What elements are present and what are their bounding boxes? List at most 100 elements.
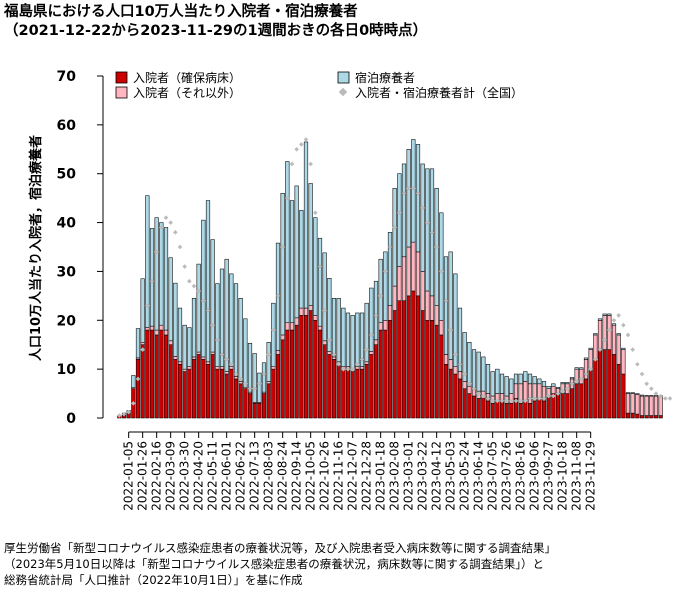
bar-shukuhaku (415, 144, 421, 253)
bar-shukuhaku (537, 378, 542, 385)
bar-shukuhaku (513, 373, 519, 385)
x-tick-label: 2022-08-03 (262, 441, 276, 511)
bar-shukuhaku (387, 232, 393, 306)
point-national (387, 244, 393, 250)
bar-kakuho (159, 329, 164, 419)
point-national (140, 347, 145, 352)
bar-other (420, 271, 425, 311)
bar-kakuho (639, 415, 645, 419)
bar-shukuhaku (336, 298, 341, 363)
bar-kakuho (555, 393, 561, 419)
bar-kakuho (602, 349, 607, 419)
bar-kakuho (238, 383, 243, 419)
bar-shukuhaku (271, 302, 276, 367)
point-national (303, 137, 309, 142)
bar-shukuhaku (229, 273, 234, 367)
source-line-3: 総務省統計局「人口推計（2022年10月1日）」を基に作成 (4, 573, 303, 587)
bar-other (425, 290, 430, 321)
bar-other (513, 383, 519, 399)
bar-other (285, 322, 290, 331)
bar-other (373, 339, 379, 345)
x-tick-label: 2023-04-12 (430, 441, 444, 511)
bar-kakuho (205, 363, 211, 419)
bar-shukuhaku (131, 375, 136, 388)
point-national (467, 381, 472, 387)
bar-other (397, 266, 402, 302)
bar-other (644, 395, 649, 416)
point-national (392, 225, 397, 230)
point-national (247, 386, 253, 391)
point-national (593, 357, 598, 362)
bar-kakuho (625, 412, 631, 419)
point-national (238, 376, 243, 382)
point-national (154, 249, 159, 255)
bar-shukuhaku (639, 394, 645, 397)
point-national (275, 293, 281, 299)
bar-kakuho (163, 334, 169, 419)
bar-shukuhaku (411, 139, 416, 243)
bar-shukuhaku (574, 367, 579, 370)
bar-shukuhaku (224, 258, 229, 372)
point-national (616, 313, 621, 318)
point-national (420, 205, 425, 211)
x-tick-label: 2023-11-29 (584, 441, 598, 511)
point-national (546, 393, 551, 399)
bar-kakuho (434, 324, 439, 419)
point-national (308, 161, 313, 167)
x-tick-label: 2023-03-22 (416, 441, 430, 511)
bar-kakuho (635, 413, 640, 419)
bar-shukuhaku (607, 313, 612, 316)
point-national (331, 352, 337, 357)
bar-other (331, 356, 337, 360)
point-national (126, 409, 131, 415)
bar-other (597, 320, 603, 350)
x-tick-label: 2022-01-26 (136, 441, 150, 511)
bar-shukuhaku (635, 393, 640, 395)
bar-other (401, 256, 407, 302)
bar-other (355, 366, 360, 370)
bar-shukuhaku (481, 356, 486, 392)
bar-other (154, 329, 159, 336)
y-tick-label: 50 (57, 167, 77, 183)
bar-shukuhaku (490, 371, 495, 397)
bar-kakuho (196, 354, 201, 419)
bar-kakuho (135, 359, 141, 419)
bar-shukuhaku (289, 200, 295, 324)
bar-kakuho (336, 363, 341, 419)
bar-kakuho (467, 393, 472, 419)
point-national (341, 366, 346, 372)
point-national (621, 322, 626, 328)
bar-other (387, 305, 393, 321)
bar-shukuhaku (420, 163, 425, 272)
bar-shukuhaku (495, 368, 500, 394)
bar-kakuho (658, 415, 663, 419)
legend-label-other: 入院者（それ以外） (133, 86, 241, 100)
point-national (336, 361, 341, 367)
bar-kakuho (182, 371, 187, 419)
bar-other (649, 395, 654, 416)
bar-shukuhaku (565, 382, 570, 385)
bar-shukuhaku (378, 258, 383, 323)
point-national (373, 313, 379, 318)
bar-kakuho (607, 349, 612, 419)
point-national (215, 337, 220, 343)
bar-kakuho (303, 315, 309, 419)
point-national (406, 186, 411, 191)
bar-shukuhaku (364, 302, 369, 363)
bar-shukuhaku (373, 280, 379, 341)
bar-shukuhaku (597, 318, 603, 321)
bar-kakuho (327, 354, 332, 419)
bar-kakuho (224, 373, 229, 419)
point-national (121, 411, 127, 417)
bar-shukuhaku (173, 282, 178, 357)
point-national (565, 386, 570, 391)
bar-shukuhaku (593, 333, 598, 336)
x-tick-label: 2023-09-27 (542, 441, 556, 511)
bar-kakuho (210, 354, 215, 419)
bar-other (299, 307, 304, 316)
bar-shukuhaku (504, 376, 509, 397)
bar-kakuho (392, 310, 397, 419)
point-national (163, 215, 169, 220)
bar-kakuho (560, 393, 565, 419)
bar-shukuhaku (499, 373, 505, 394)
